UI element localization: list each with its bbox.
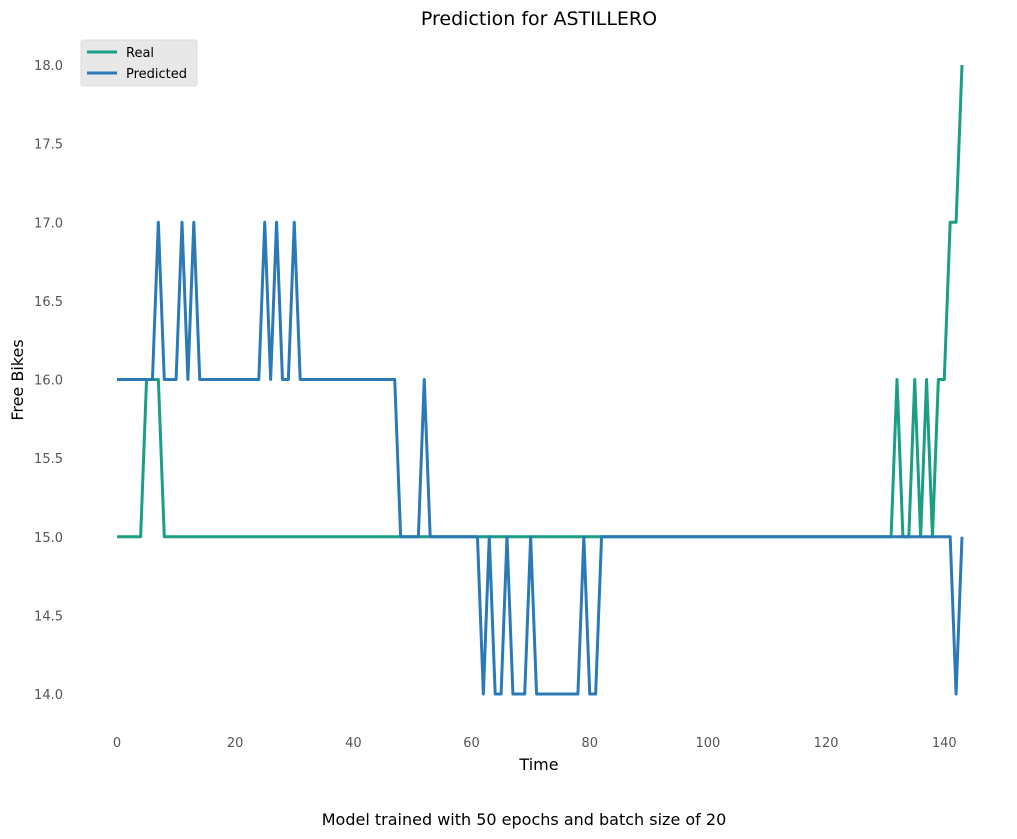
y-tick-label: 18.0 xyxy=(34,59,63,74)
y-tick-label: 17.0 xyxy=(34,216,63,231)
x-axis-ticks: 0 20 40 60 80 100 120 140 xyxy=(113,736,957,751)
x-tick-label: 60 xyxy=(463,736,480,751)
series-layer xyxy=(117,64,964,696)
y-axis-label: Free Bikes xyxy=(8,339,27,420)
legend: Real Predicted xyxy=(80,39,198,87)
y-tick-label: 14.0 xyxy=(34,688,63,703)
y-tick-label: 16.5 xyxy=(34,295,63,310)
series-line-real xyxy=(117,64,964,539)
chart-caption: Model trained with 50 epochs and batch s… xyxy=(322,810,727,829)
x-tick-label: 80 xyxy=(581,736,598,751)
x-tick-label: 0 xyxy=(113,736,121,751)
x-tick-label: 20 xyxy=(227,736,244,751)
x-tick-label: 140 xyxy=(932,736,957,751)
legend-label-predicted: Predicted xyxy=(126,67,187,82)
x-tick-label: 100 xyxy=(695,736,720,751)
series-line-predicted xyxy=(117,220,964,696)
x-axis-label: Time xyxy=(518,755,558,774)
y-tick-label: 15.0 xyxy=(34,531,63,546)
chart-title: Prediction for ASTILLERO xyxy=(421,8,657,30)
x-tick-label: 120 xyxy=(814,736,839,751)
y-tick-label: 14.5 xyxy=(34,609,63,624)
y-axis-ticks: 14.0 14.5 15.0 15.5 16.0 16.5 17.0 17.5 18.0 xyxy=(34,59,63,703)
legend-label-real: Real xyxy=(126,46,154,61)
x-tick-label: 40 xyxy=(345,736,362,751)
y-tick-label: 17.5 xyxy=(34,138,63,153)
y-tick-label: 15.5 xyxy=(34,452,63,467)
y-tick-label: 16.0 xyxy=(34,374,63,389)
